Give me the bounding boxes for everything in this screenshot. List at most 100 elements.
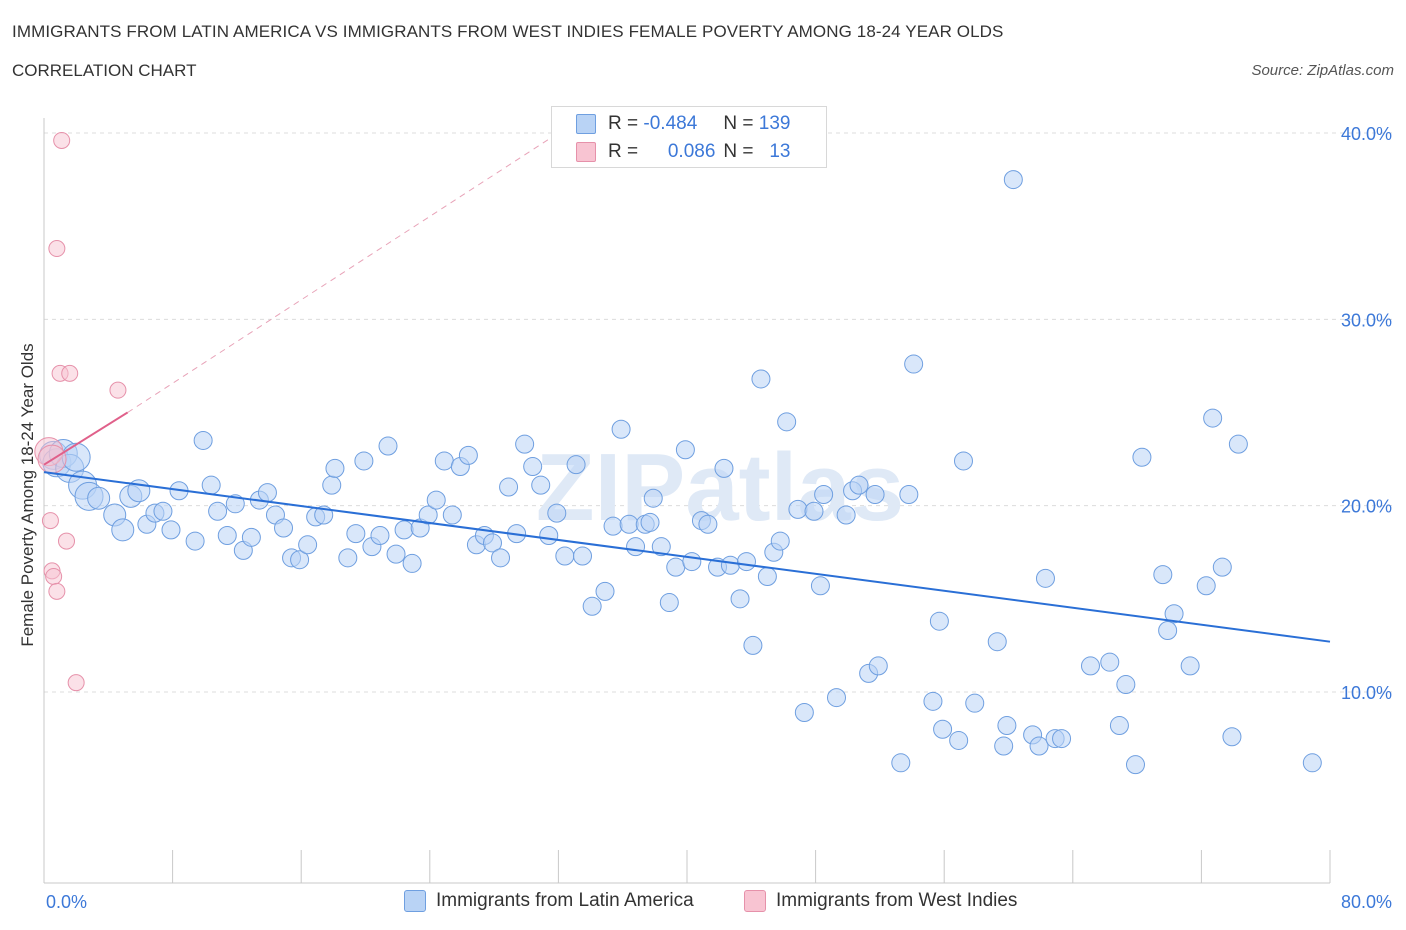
point-latin-america bbox=[923, 691, 943, 711]
point-latin-america bbox=[770, 531, 790, 551]
trend-line-latin-america bbox=[43, 471, 1331, 643]
point-latin-america bbox=[1029, 736, 1049, 756]
data-points bbox=[34, 131, 1322, 775]
point-latin-america bbox=[491, 548, 511, 568]
legend-r-label: R = bbox=[608, 113, 639, 134]
point-latin-america bbox=[788, 499, 808, 519]
chart-title: IMMIGRANTS FROM LATIN AMERICA VS IMMIGRA… bbox=[12, 22, 1004, 41]
point-latin-america bbox=[208, 501, 228, 521]
point-latin-america bbox=[346, 524, 366, 544]
point-latin-america bbox=[378, 436, 398, 456]
point-latin-america bbox=[865, 484, 885, 504]
series-name-west-indies: Immigrants from West Indies bbox=[776, 890, 1018, 911]
point-west-indies bbox=[48, 240, 66, 258]
point-latin-america bbox=[794, 702, 814, 722]
point-latin-america bbox=[418, 505, 438, 525]
point-latin-america bbox=[626, 537, 646, 557]
point-latin-america bbox=[582, 596, 602, 616]
correlation-legend: R = -0.484 N = 139 R = 0.086 N = 13 bbox=[551, 106, 827, 168]
x-tick-label: 0.0% bbox=[46, 892, 87, 912]
point-latin-america bbox=[153, 501, 173, 521]
point-latin-america bbox=[826, 688, 846, 708]
y-tick-label: 30.0% bbox=[1341, 310, 1392, 330]
series-swatch-pink bbox=[744, 890, 766, 912]
point-latin-america bbox=[298, 535, 318, 555]
point-latin-america bbox=[111, 518, 135, 542]
point-latin-america bbox=[1158, 621, 1178, 641]
point-west-indies bbox=[48, 582, 66, 600]
point-latin-america bbox=[730, 589, 750, 609]
point-latin-america bbox=[603, 516, 623, 536]
point-latin-america bbox=[619, 514, 639, 534]
point-latin-america bbox=[994, 736, 1014, 756]
axes bbox=[43, 118, 1331, 884]
point-latin-america bbox=[720, 555, 740, 575]
point-latin-america bbox=[904, 354, 924, 374]
point-latin-america bbox=[499, 477, 519, 497]
point-latin-america bbox=[386, 544, 406, 564]
legend-r-label: R = bbox=[608, 141, 639, 162]
point-latin-america bbox=[241, 527, 261, 547]
point-latin-america bbox=[225, 494, 245, 514]
point-latin-america bbox=[573, 546, 593, 566]
point-latin-america bbox=[161, 520, 181, 540]
point-latin-america bbox=[1212, 557, 1232, 577]
point-latin-america bbox=[849, 475, 869, 495]
point-latin-america bbox=[933, 719, 953, 739]
point-latin-america bbox=[1125, 755, 1145, 775]
legend-r-value-pink: 0.086 bbox=[667, 141, 716, 162]
point-latin-america bbox=[891, 753, 911, 773]
point-latin-america bbox=[458, 445, 478, 465]
point-latin-america bbox=[523, 457, 543, 477]
point-west-indies bbox=[53, 131, 71, 149]
legend-swatch-pink bbox=[576, 142, 596, 162]
point-latin-america bbox=[1164, 604, 1184, 624]
legend-row-latin-america: R = -0.484 N = 139 bbox=[576, 113, 790, 135]
legend-r-value-blue: -0.484 bbox=[643, 113, 698, 134]
tick-labels: 10.0% 20.0% 30.0% 40.0% 0.0% 80.0% bbox=[46, 124, 1392, 912]
point-latin-america bbox=[322, 475, 342, 495]
point-latin-america bbox=[185, 531, 205, 551]
point-west-indies bbox=[67, 674, 85, 692]
point-latin-america bbox=[531, 475, 551, 495]
point-west-indies bbox=[41, 512, 59, 530]
series-legend-west-indies: Immigrants from West Indies bbox=[744, 890, 1017, 912]
point-latin-america bbox=[949, 730, 969, 750]
point-latin-america bbox=[482, 533, 502, 553]
point-latin-america bbox=[643, 488, 663, 508]
legend-row-west-indies: R = 0.086 N = 13 bbox=[576, 141, 790, 163]
point-latin-america bbox=[965, 693, 985, 713]
point-latin-america bbox=[547, 503, 567, 523]
point-latin-america bbox=[1132, 447, 1152, 467]
point-west-indies bbox=[61, 364, 79, 382]
series-legend-latin-america: Immigrants from Latin America bbox=[404, 890, 694, 912]
y-tick-label: 20.0% bbox=[1341, 497, 1392, 517]
point-latin-america bbox=[751, 369, 771, 389]
point-latin-america bbox=[1052, 729, 1072, 749]
point-latin-america bbox=[611, 419, 631, 439]
point-latin-america bbox=[325, 458, 345, 478]
point-latin-america bbox=[682, 552, 702, 572]
point-latin-america bbox=[193, 430, 213, 450]
series-swatch-blue bbox=[404, 890, 426, 912]
legend-n-label: N = bbox=[723, 141, 754, 162]
point-latin-america bbox=[1222, 727, 1242, 747]
point-latin-america bbox=[666, 557, 686, 577]
trend-line-extension-west-indies bbox=[127, 132, 559, 413]
legend-swatch-blue bbox=[576, 114, 596, 134]
grid-lines bbox=[44, 132, 1392, 693]
point-latin-america bbox=[201, 475, 221, 495]
point-west-indies bbox=[58, 532, 76, 550]
point-latin-america bbox=[1100, 652, 1120, 672]
point-latin-america bbox=[426, 490, 446, 510]
point-west-indies bbox=[45, 567, 63, 585]
point-latin-america bbox=[338, 548, 358, 568]
point-latin-america bbox=[1180, 656, 1200, 676]
point-latin-america bbox=[87, 486, 111, 510]
point-latin-america bbox=[515, 434, 535, 454]
legend-n-value-pink: 13 bbox=[769, 141, 791, 162]
point-latin-america bbox=[814, 484, 834, 504]
point-latin-america bbox=[402, 553, 422, 573]
point-latin-america bbox=[1080, 656, 1100, 676]
point-latin-america bbox=[1153, 565, 1173, 585]
